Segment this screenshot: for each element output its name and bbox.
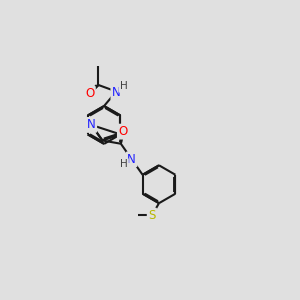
Text: O: O (118, 125, 127, 138)
Text: N: N (87, 118, 96, 131)
Text: H: H (120, 81, 128, 92)
Text: N: N (127, 153, 136, 166)
Text: N: N (112, 86, 121, 99)
Text: H: H (120, 159, 128, 169)
Text: S: S (148, 209, 156, 222)
Text: O: O (85, 87, 94, 100)
